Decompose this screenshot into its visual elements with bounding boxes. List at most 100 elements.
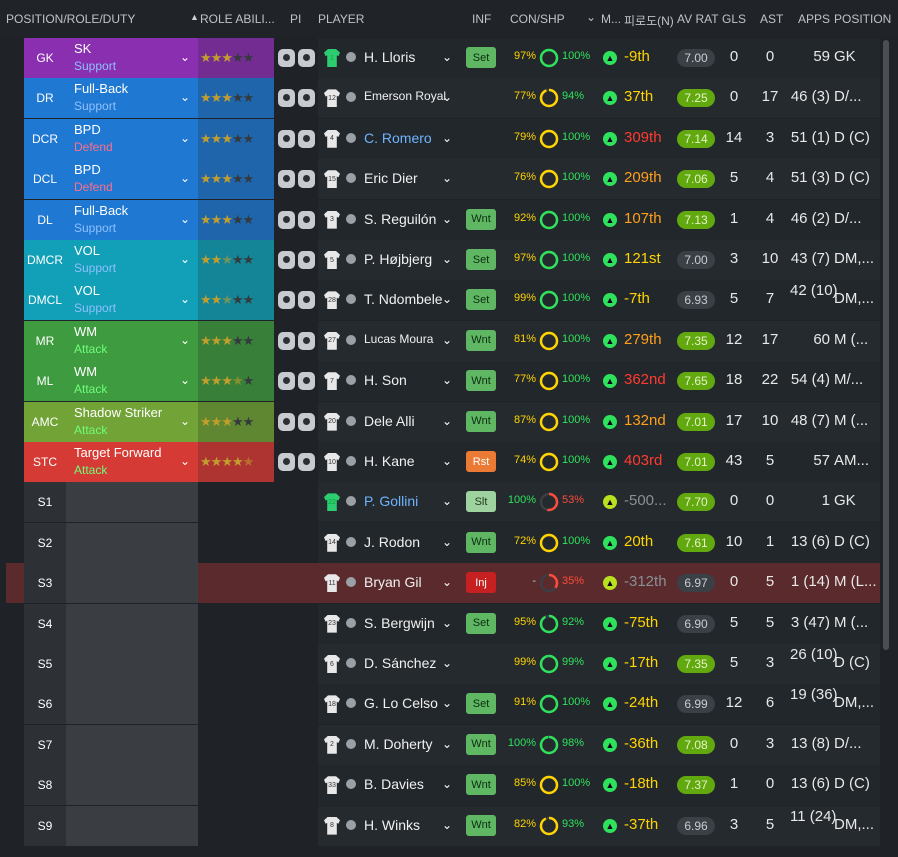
header-player[interactable]: PLAYER <box>318 12 365 26</box>
chevron-down-icon[interactable]: ⌄ <box>442 252 453 266</box>
player-name[interactable]: D. Sánchez <box>364 655 437 671</box>
chevron-down-icon[interactable]: ⌄ <box>442 575 453 590</box>
header-con-shp[interactable]: CON/SHP <box>510 12 565 26</box>
role-selector[interactable] <box>66 644 198 684</box>
position-slot[interactable]: DR <box>24 78 66 119</box>
chevron-down-icon[interactable]: ⌄ <box>180 90 191 105</box>
header-gls[interactable]: GLS <box>722 12 747 26</box>
chevron-down-icon[interactable]: ⌄ <box>180 50 191 64</box>
influence-badge[interactable]: Set <box>466 47 496 68</box>
table-row[interactable]: DMCR VOL Support ⌄ ★ ★ ★ ★ ★ 5 P. Højbjerg ⌄ Set 97% 1… <box>0 240 880 280</box>
position-slot[interactable]: S7 <box>24 724 66 765</box>
position-slot[interactable]: S3 <box>24 563 66 604</box>
chevron-down-icon[interactable]: ⌄ <box>180 292 191 307</box>
table-row[interactable]: S8 33 B. Davies ⌄ Wnt 85% 100% ▲ -18th 7.37 1 0 13 (… <box>0 765 880 806</box>
influence-badge[interactable]: Slt <box>466 491 496 513</box>
table-row[interactable]: S5 6 D. Sánchez ⌄ 99% 99% ▲ -17th 7.35 5 3 26 (10) D… <box>0 644 880 684</box>
header-ast[interactable]: AST <box>760 12 784 26</box>
chevron-down-icon[interactable]: ⌄ <box>442 534 453 549</box>
position-slot[interactable]: AMC <box>24 401 66 442</box>
table-row[interactable]: MR WM Attack ⌄ ★ ★ ★ ★ ★ 27 Lucas Moura ⌄ Wnt 81% 100%… <box>0 320 880 361</box>
chevron-down-icon[interactable]: ⌄ <box>442 736 453 751</box>
influence-badge[interactable]: Set <box>466 249 496 270</box>
role-selector[interactable]: WM Attack ⌄ <box>66 320 198 361</box>
chevron-down-icon[interactable]: ⌄ <box>442 696 453 711</box>
position-slot[interactable]: S2 <box>24 522 66 563</box>
chevron-down-icon[interactable]: ⌄ <box>180 211 191 226</box>
position-slot[interactable]: GK <box>24 38 66 78</box>
header-position[interactable]: POSITION <box>834 12 892 26</box>
player-instructions-button[interactable] <box>278 331 316 350</box>
header-role-ability[interactable]: ROLE ABILI... <box>200 12 275 26</box>
position-slot[interactable]: DMCL <box>24 280 66 321</box>
chevron-down-icon[interactable]: ⌄ <box>180 373 191 388</box>
role-selector[interactable]: Full-Back Support ⌄ <box>66 199 198 240</box>
chevron-down-icon[interactable]: ⌄ <box>442 292 453 307</box>
player-name[interactable]: G. Lo Celso <box>364 695 438 712</box>
position-slot[interactable]: STC <box>24 442 66 482</box>
influence-badge[interactable]: Set <box>466 612 496 634</box>
player-instructions-button[interactable] <box>278 129 316 148</box>
table-row[interactable]: AMC Shadow Striker Attack ⌄ ★ ★ ★ ★ ★ 20 Dele Alli… <box>0 401 880 442</box>
player-instructions-button[interactable] <box>278 291 316 310</box>
influence-badge[interactable]: Wnt <box>466 370 496 392</box>
player-name[interactable]: Bryan Gil <box>364 574 422 591</box>
header-form[interactable]: 피로도(N) <box>624 14 674 28</box>
chevron-down-icon[interactable]: ⌄ <box>586 10 597 24</box>
vertical-scrollbar[interactable] <box>883 40 889 650</box>
table-row[interactable]: DR Full-Back Support ⌄ ★ ★ ★ ★ ★ 12 Emerson Royal ⌄… <box>0 78 880 119</box>
table-row[interactable]: S9 8 H. Winks ⌄ Wnt 82% 93% ▲ -37th 6.96 3 5 11 (24)… <box>0 805 880 846</box>
role-selector[interactable] <box>66 765 198 806</box>
player-name[interactable]: H. Son <box>364 372 407 389</box>
table-row[interactable]: DMCL VOL Support ⌄ ★ ★ ★ ★ ★ 28 T. Ndombele ⌄ Set 99%… <box>0 280 880 321</box>
table-row[interactable]: S4 23 S. Bergwijn ⌄ Set 95% 92% ▲ -75th 6.90 5 5 3 (… <box>0 603 880 644</box>
position-slot[interactable]: S4 <box>24 603 66 644</box>
chevron-down-icon[interactable]: ⌄ <box>442 454 453 468</box>
role-selector[interactable]: VOL Support ⌄ <box>66 280 198 321</box>
chevron-down-icon[interactable]: ⌄ <box>442 332 453 347</box>
chevron-down-icon[interactable]: ⌄ <box>180 413 191 428</box>
table-row[interactable]: S7 2 M. Doherty ⌄ Wnt 100% 98% ▲ -36th 7.08 0 3 13 (… <box>0 724 880 765</box>
role-selector[interactable]: Target Forward Attack ⌄ <box>66 442 198 482</box>
player-instructions-button[interactable] <box>278 251 316 269</box>
role-selector[interactable] <box>66 805 198 846</box>
player-instructions-button[interactable] <box>278 412 316 431</box>
position-slot[interactable]: ML <box>24 361 66 402</box>
chevron-down-icon[interactable]: ⌄ <box>442 615 453 630</box>
role-selector[interactable]: WM Attack ⌄ <box>66 361 198 402</box>
chevron-down-icon[interactable]: ⌄ <box>180 454 191 468</box>
chevron-down-icon[interactable]: ⌄ <box>442 494 453 509</box>
player-name[interactable]: S. Reguilón <box>364 210 437 227</box>
player-name[interactable]: P. Gollini <box>364 493 419 510</box>
chevron-down-icon[interactable]: ⌄ <box>442 90 453 105</box>
player-name[interactable]: T. Ndombele <box>364 291 443 308</box>
chevron-down-icon[interactable]: ⌄ <box>442 211 453 226</box>
player-name[interactable]: Dele Alli <box>364 412 415 429</box>
influence-badge[interactable]: Set <box>466 693 496 715</box>
table-row[interactable]: DCR BPD Defend ⌄ ★ ★ ★ ★ ★ 4 C. Romero ⌄ 79% 100% ▲ 309… <box>0 118 880 159</box>
position-slot[interactable]: DCR <box>24 118 66 159</box>
role-selector[interactable]: VOL Support ⌄ <box>66 240 198 280</box>
table-row[interactable]: S3 11 Bryan Gil ⌄ Inj - 35% ▲ -312th 6.97 0 5 1 (14)… <box>0 563 880 604</box>
player-instructions-button[interactable] <box>278 210 316 229</box>
chevron-down-icon[interactable]: ⌄ <box>442 50 453 64</box>
player-name[interactable]: M. Doherty <box>364 735 433 752</box>
player-instructions-button[interactable] <box>278 170 316 189</box>
player-name[interactable]: S. Bergwijn <box>364 614 435 631</box>
role-selector[interactable]: Full-Back Support ⌄ <box>66 78 198 119</box>
player-name[interactable]: J. Rodon <box>364 533 421 550</box>
influence-badge[interactable]: Wnt <box>466 774 496 796</box>
role-selector[interactable] <box>66 522 198 563</box>
influence-badge[interactable]: Wnt <box>466 814 496 836</box>
influence-badge[interactable]: Wnt <box>466 329 496 351</box>
player-instructions-button[interactable] <box>278 49 316 67</box>
influence-badge[interactable]: Rst <box>466 451 496 472</box>
player-name[interactable]: Emerson Royal <box>364 89 447 104</box>
position-slot[interactable]: S1 <box>24 482 66 523</box>
position-slot[interactable]: S8 <box>24 765 66 806</box>
player-name[interactable]: Eric Dier <box>364 170 418 187</box>
position-slot[interactable]: DCL <box>24 159 66 200</box>
header-inf[interactable]: INF <box>472 12 492 26</box>
influence-badge[interactable]: Wnt <box>466 208 496 230</box>
chevron-down-icon[interactable]: ⌄ <box>442 373 453 388</box>
